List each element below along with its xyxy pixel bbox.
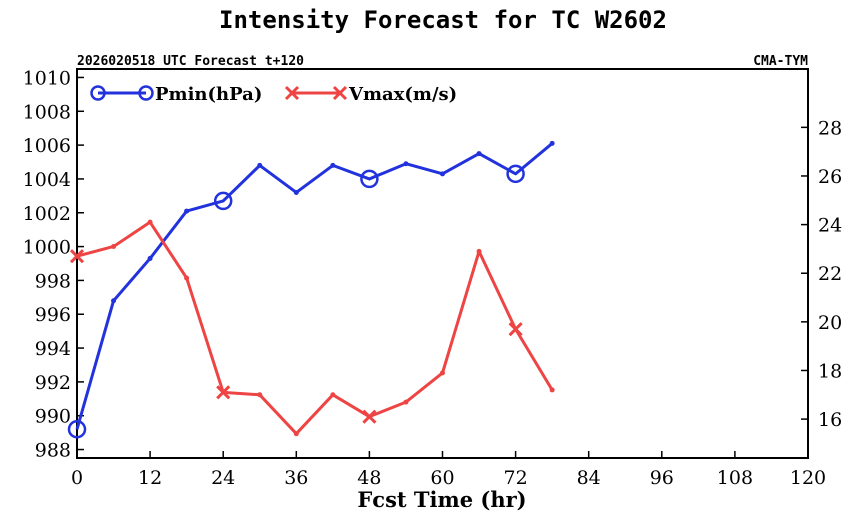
pmin-point-major — [213, 191, 233, 211]
y-right-tick-label: 28 — [818, 117, 842, 139]
y-left-tick-label: 1002 — [23, 203, 71, 225]
legend-pmin-marker-right — [138, 85, 154, 101]
x-tick-label: 96 — [650, 467, 674, 489]
x-tick-label: 72 — [504, 467, 528, 489]
pmin-point — [330, 162, 336, 168]
pmin-point — [184, 208, 190, 214]
pmin-point — [111, 298, 117, 304]
y-left-tick-label: 1004 — [23, 169, 71, 191]
x-tick-label: 0 — [71, 467, 83, 489]
vmax-point-major — [69, 249, 85, 264]
y-left-tick-label: 990 — [35, 406, 71, 428]
legend-pmin-label: Pmin(hPa) — [155, 84, 262, 105]
plot-frame — [76, 68, 809, 459]
vmax-point — [257, 392, 263, 398]
y-left-tick-label: 992 — [35, 372, 71, 394]
pmin-point — [403, 161, 409, 167]
series-layer — [67, 140, 555, 439]
x-tick-label: 12 — [138, 467, 162, 489]
y-right-tick-label: 18 — [818, 360, 842, 382]
chart-subtitle-right: CMA-TYM — [753, 54, 808, 69]
x-tick-label: 84 — [577, 467, 601, 489]
vmax-point — [111, 243, 117, 249]
y-left-tick-label: 996 — [35, 304, 71, 326]
y-right-tick-label: 22 — [818, 263, 842, 285]
vmax-point — [147, 219, 153, 225]
x-tick-label: 108 — [717, 467, 753, 489]
vmax-point — [293, 431, 299, 437]
legend: Pmin(hPa) Vmax(m/s) — [90, 84, 457, 105]
y-left-tick-label: 994 — [35, 338, 71, 360]
y-left-axis: 988 990 992 994 996 998 1000 1002 1004 1006 1008 10… — [23, 67, 84, 462]
y-left-tick-label: 1000 — [23, 237, 71, 259]
x-axis: 0 12 24 36 48 60 72 84 96 108 120 — [71, 451, 826, 489]
vmax-series-line — [76, 220, 554, 436]
pmin-point — [440, 171, 445, 177]
pmin-point — [147, 255, 153, 261]
pmin-point — [549, 140, 555, 146]
y-right-tick-label: 26 — [818, 166, 842, 188]
y-right-axis: 16 18 20 22 24 26 28 — [801, 117, 842, 431]
legend-vmax-marker-right — [332, 85, 348, 101]
x-tick-label: 60 — [430, 467, 454, 489]
pmin-point-major — [360, 169, 379, 189]
y-right-tick-label: 20 — [818, 312, 842, 334]
x-tick-label: 120 — [790, 467, 826, 489]
y-right-tick-label: 24 — [818, 215, 842, 237]
pmin-point-major — [506, 164, 525, 184]
vmax-point — [440, 370, 445, 376]
vmax-point — [403, 399, 409, 405]
chart-title: Intensity Forecast for TC W2602 — [219, 6, 667, 34]
vmax-point-major — [362, 409, 377, 424]
pmin-point — [476, 151, 482, 157]
x-axis-label: Fcst Time (hr) — [357, 487, 526, 512]
pmin-series-line — [75, 142, 554, 430]
vmax-point-major — [508, 322, 523, 337]
pmin-point — [293, 189, 299, 195]
y-left-tick-label: 998 — [35, 270, 71, 292]
pmin-point-major — [67, 419, 87, 439]
vmax-point — [549, 387, 555, 393]
legend-vmax-label: Vmax(m/s) — [348, 84, 457, 105]
x-tick-label: 24 — [211, 467, 235, 489]
y-right-tick-label: 16 — [818, 409, 842, 431]
vmax-point — [476, 248, 482, 254]
x-tick-label: 48 — [357, 467, 381, 489]
y-left-tick-label: 1008 — [23, 101, 71, 123]
x-tick-label: 36 — [284, 467, 308, 489]
legend-pmin-marker-left — [90, 85, 106, 101]
vmax-point — [184, 275, 190, 281]
chart-subtitle-left: 2026020518 UTC Forecast t+120 — [77, 54, 304, 69]
pmin-point — [257, 162, 263, 168]
y-left-tick-label: 1010 — [23, 67, 71, 89]
y-left-tick-label: 988 — [35, 440, 71, 462]
vmax-point-major — [216, 385, 231, 400]
legend-vmax-marker-left — [284, 85, 300, 101]
vmax-point — [330, 392, 336, 398]
y-left-tick-label: 1006 — [23, 135, 71, 157]
